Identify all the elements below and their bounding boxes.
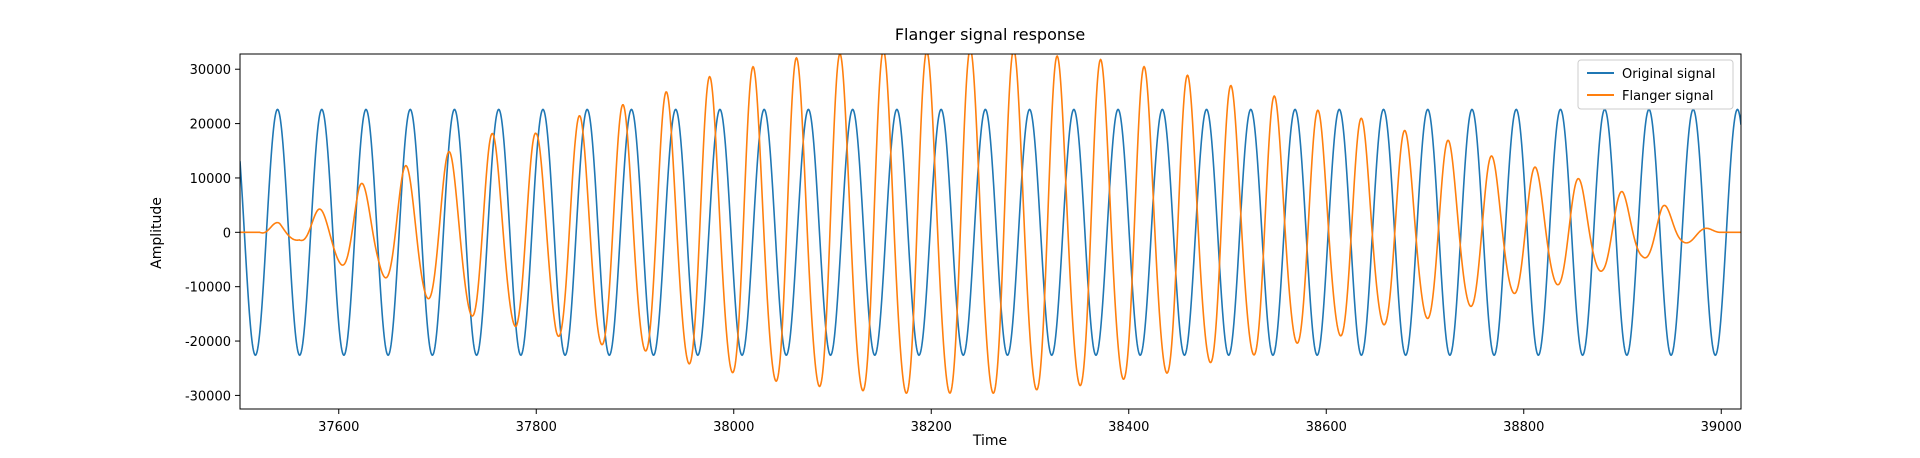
y-tick-label: 0 — [223, 226, 231, 241]
series-flanger-signal — [240, 54, 1741, 395]
x-ticks: 37600 37800 38000 38200 38400 38600 38800 39000 — [318, 409, 1742, 435]
y-tick-label: 10000 — [190, 172, 231, 187]
x-tick-label: 38800 — [1503, 420, 1544, 435]
x-tick-label: 39000 — [1701, 420, 1742, 435]
series-layer — [240, 54, 1741, 395]
series-original-signal — [240, 108, 1741, 357]
x-axis-label: Time — [972, 433, 1007, 449]
y-tick-label: 30000 — [190, 63, 231, 78]
y-tick-label: -20000 — [185, 335, 231, 350]
plot-area — [239, 53, 1742, 410]
y-axis-label: Amplitude — [149, 197, 165, 269]
x-tick-label: 38400 — [1108, 420, 1149, 435]
x-tick-label: 38600 — [1306, 420, 1347, 435]
x-tick-label: 38000 — [713, 420, 754, 435]
legend-box — [1577, 59, 1734, 110]
chart-title: Flanger signal response — [895, 25, 1085, 44]
legend-label-flanger: Flanger signal — [1622, 89, 1713, 104]
legend-label-original: Original signal — [1622, 67, 1715, 82]
x-tick-label: 37800 — [516, 420, 557, 435]
y-ticks: -30000 -20000 -10000 0 10000 20000 30000 — [185, 63, 240, 404]
y-tick-label: -30000 — [185, 389, 231, 404]
x-tick-label: 37600 — [318, 420, 359, 435]
plot-frame — [239, 53, 1742, 410]
y-tick-label: 20000 — [190, 118, 231, 133]
x-tick-label: 38200 — [911, 420, 952, 435]
legend: Original signal Flanger signal — [1577, 59, 1734, 110]
y-tick-label: -10000 — [185, 281, 231, 296]
